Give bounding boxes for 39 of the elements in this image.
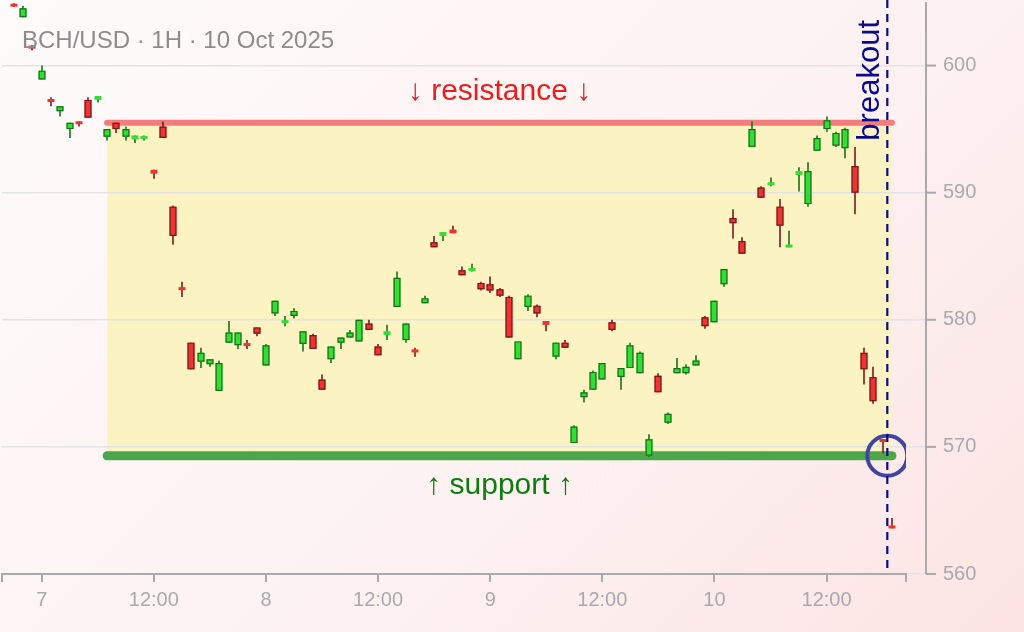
candlestick bbox=[785, 230, 793, 249]
candlestick bbox=[617, 367, 625, 391]
y-tick-label: 590 bbox=[943, 180, 977, 203]
text: BCH/USD · 1H · 10 Oct 2025 bbox=[22, 25, 335, 53]
ref-line-label: breakout bbox=[851, 19, 887, 141]
candlestick bbox=[299, 330, 307, 353]
x-tick-label: 10 bbox=[703, 587, 726, 610]
candlestick bbox=[187, 341, 195, 371]
candlestick bbox=[505, 294, 513, 339]
candlestick bbox=[654, 372, 662, 394]
y-tick-label: 580 bbox=[943, 307, 977, 330]
candlestick bbox=[860, 346, 868, 386]
x-tick-label: 7 bbox=[36, 587, 48, 610]
y-tick-label: 560 bbox=[943, 561, 977, 584]
candlestick bbox=[402, 322, 410, 344]
candlestick bbox=[393, 270, 401, 308]
candlestick bbox=[626, 341, 634, 369]
x-tick-label: 9 bbox=[484, 587, 496, 610]
candlestick bbox=[84, 96, 92, 119]
candlestick bbox=[748, 120, 756, 148]
candlestick bbox=[383, 324, 391, 341]
y-tick-label: 570 bbox=[943, 434, 977, 457]
candlestick bbox=[776, 198, 784, 249]
series-label: ↓ resistance ↓ bbox=[407, 73, 592, 107]
x-tick-label: 12:00 bbox=[128, 587, 179, 610]
x-tick-label: 12:00 bbox=[577, 587, 628, 610]
candlestick bbox=[169, 204, 177, 246]
candlestick bbox=[178, 280, 186, 298]
candlestick bbox=[636, 350, 644, 374]
x-tick-label: 12:00 bbox=[801, 587, 852, 610]
x-tick-label: 8 bbox=[260, 587, 272, 610]
candlestick bbox=[729, 208, 737, 240]
candlestick bbox=[645, 433, 653, 458]
series-label: ↑ support ↑ bbox=[426, 467, 573, 501]
candlestick bbox=[262, 343, 270, 367]
candlestick bbox=[851, 146, 859, 216]
candlestick bbox=[710, 299, 718, 324]
y-tick-label: 600 bbox=[943, 53, 977, 76]
x-tick-label: 12:00 bbox=[353, 587, 404, 610]
